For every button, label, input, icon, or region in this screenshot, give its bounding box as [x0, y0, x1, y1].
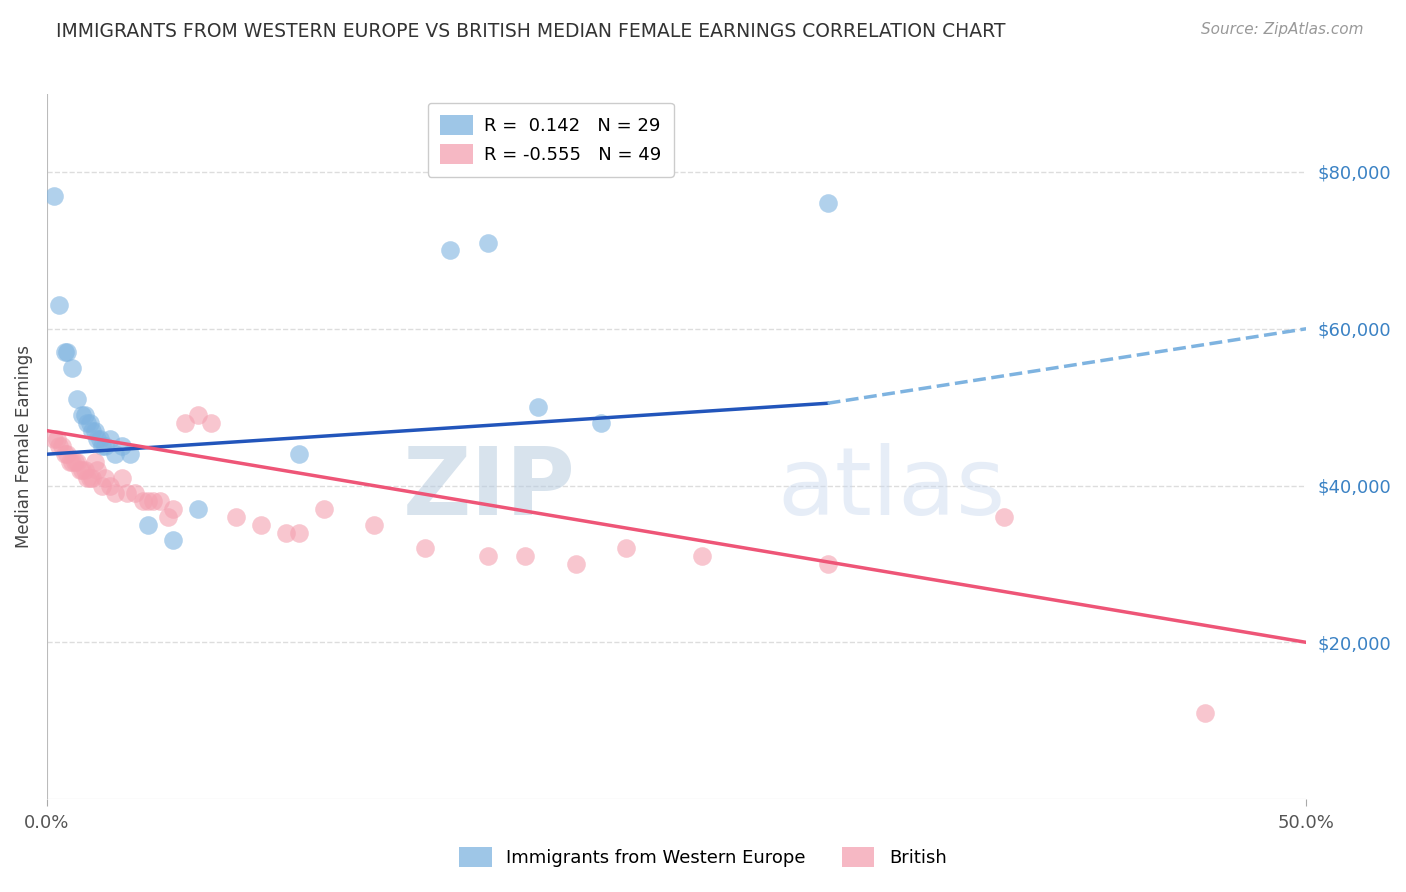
Point [690, 549, 713, 563]
Text: atlas: atlas [778, 442, 1005, 534]
Text: Source: ZipAtlas.com: Source: ZipAtlas.com [1201, 22, 1364, 37]
Point [117, 486, 139, 500]
Point [527, 400, 550, 414]
Point [66, 392, 89, 407]
Point [312, 502, 335, 516]
Text: IMMIGRANTS FROM WESTERN EUROPE VS BRITISH MEDIAN FEMALE EARNINGS CORRELATION CHA: IMMIGRANTS FROM WESTERN EUROPE VS BRITIS… [56, 22, 1005, 41]
Point [70, 463, 93, 477]
Point [69, 463, 91, 477]
Point [66, 455, 89, 469]
Point [565, 557, 588, 571]
Point [287, 525, 309, 540]
Point [156, 509, 179, 524]
Point [187, 502, 209, 516]
Point [200, 416, 222, 430]
Point [51, 439, 73, 453]
Point [363, 517, 385, 532]
Legend: R =  0.142   N = 29, R = -0.555   N = 49: R = 0.142 N = 29, R = -0.555 N = 49 [427, 103, 673, 177]
Point [439, 244, 461, 258]
Point [136, 517, 159, 532]
Point [1194, 706, 1216, 720]
Point [477, 549, 499, 563]
Point [187, 408, 209, 422]
Point [104, 447, 127, 461]
Point [94, 439, 117, 453]
Point [83, 424, 105, 438]
Point [993, 509, 1015, 524]
Point [44, 432, 66, 446]
Point [63, 455, 86, 469]
Point [44, 188, 66, 202]
Point [76, 471, 98, 485]
Point [60, 361, 83, 376]
Legend: Immigrants from Western Europe, British: Immigrants from Western Europe, British [453, 839, 953, 874]
Point [79, 416, 101, 430]
Point [82, 471, 104, 485]
Point [287, 447, 309, 461]
Point [48, 298, 70, 312]
Point [477, 235, 499, 250]
Point [56, 447, 79, 461]
Point [76, 416, 98, 430]
Point [86, 463, 108, 477]
Point [174, 416, 197, 430]
Point [82, 424, 104, 438]
Point [131, 494, 153, 508]
Point [817, 557, 839, 571]
Point [413, 541, 436, 556]
Point [91, 439, 114, 453]
Point [86, 432, 108, 446]
Y-axis label: Median Female Earnings: Median Female Earnings [15, 345, 32, 548]
Point [276, 525, 298, 540]
Point [73, 463, 96, 477]
Point [53, 447, 76, 461]
Point [817, 196, 839, 211]
Point [589, 416, 612, 430]
Point [104, 486, 127, 500]
Point [60, 455, 83, 469]
Point [94, 471, 117, 485]
Point [142, 494, 165, 508]
Point [98, 432, 121, 446]
Point [162, 533, 184, 548]
Point [149, 494, 172, 508]
Point [79, 471, 101, 485]
Point [53, 345, 76, 359]
Point [46, 432, 69, 446]
Point [56, 345, 79, 359]
Point [98, 478, 121, 492]
Point [70, 408, 93, 422]
Point [89, 432, 111, 446]
Point [48, 439, 70, 453]
Point [515, 549, 537, 563]
Point [58, 455, 80, 469]
Point [73, 408, 96, 422]
Point [614, 541, 637, 556]
Point [225, 509, 247, 524]
Point [91, 478, 114, 492]
Point [111, 471, 134, 485]
Point [118, 447, 141, 461]
Text: ZIP: ZIP [404, 442, 576, 534]
Point [111, 439, 134, 453]
Point [136, 494, 159, 508]
Point [124, 486, 146, 500]
Point [83, 455, 105, 469]
Point [250, 517, 273, 532]
Point [162, 502, 184, 516]
